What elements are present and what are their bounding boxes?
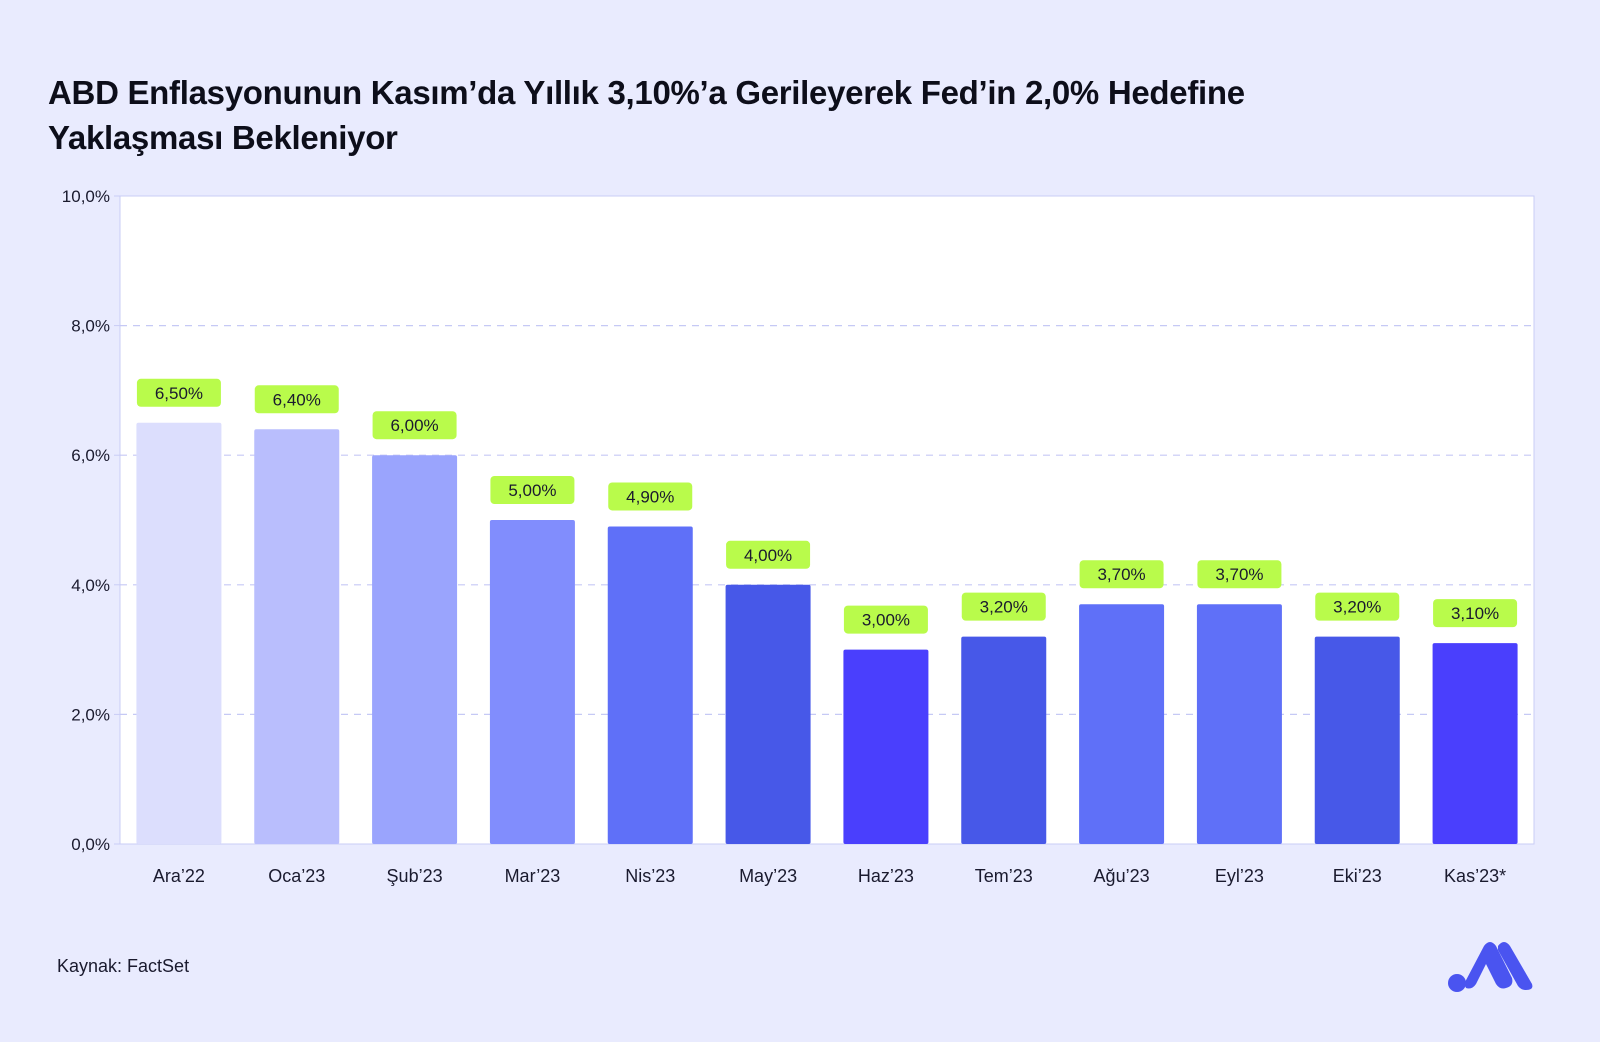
value-label: 3,20% [980,598,1028,617]
x-tick-label: Nis’23 [625,866,675,886]
value-label: 3,00% [862,611,910,630]
x-tick-label: Kas’23* [1444,866,1506,886]
x-tick-label: Şub’23 [387,866,443,886]
x-tick-label: Ara’22 [153,866,205,886]
value-label-badge [490,476,575,504]
page-title: ABD Enflasyonunun Kasım’da Yıllık 3,10%’… [48,70,1448,160]
y-tick-label: 8,0% [71,317,110,336]
x-tick-label: Eyl’23 [1215,866,1264,886]
bar [372,455,458,844]
value-label: 5,00% [508,481,556,500]
source-note: Kaynak: FactSet [57,956,190,976]
value-label-badge [1079,560,1164,589]
value-label-badge [136,378,221,407]
x-tick-label: May’23 [739,866,797,886]
bar [489,520,575,844]
x-tick-label: Oca’23 [268,866,325,886]
value-label: 3,70% [1097,565,1145,584]
bar [136,422,222,844]
bar [1432,643,1518,844]
title-line-1: ABD Enflasyonunun Kasım’da Yıllık 3,10%’… [48,74,1245,111]
x-tick-label: Tem’23 [975,866,1033,886]
x-tick-label: Mar’23 [505,866,561,886]
y-tick-label: 10,0% [62,187,110,206]
bar [725,584,811,844]
x-tick-label: Eki’23 [1333,866,1382,886]
bar [1314,636,1400,844]
value-label-badge [608,482,693,511]
value-label: 4,00% [744,546,792,565]
value-label-badge [843,605,928,634]
plot-area [119,195,1535,845]
value-label: 6,00% [390,416,438,435]
value-label-badge [254,385,339,414]
y-tick-label: 0,0% [71,835,110,854]
y-tick-label: 4,0% [71,576,110,595]
bar [607,526,693,844]
value-label-badge [1315,592,1400,621]
value-label-badge [1433,599,1518,628]
value-label: 3,20% [1333,598,1381,617]
bar [961,636,1047,844]
title-line-2: Yaklaşması Bekleniyor [48,119,398,156]
value-label-badge [1197,560,1282,589]
bar [254,429,340,844]
value-label-badge [726,540,811,569]
y-tick-label: 6,0% [71,446,110,465]
y-tick-label: 2,0% [71,705,110,724]
bar-chart: 0,0% 2,0% 4,0% 6,0% 8,0% 10,0% 6,50% Ara’22 6,40… [62,187,1535,886]
value-label: 3,10% [1451,604,1499,623]
value-label-badge [372,411,457,440]
value-label-badge [961,592,1046,621]
value-label: 6,40% [273,390,321,409]
bar [1196,604,1282,844]
bar [843,649,929,844]
brand-logo-icon [1448,942,1533,992]
bar [1079,604,1165,844]
value-label: 4,90% [626,487,674,506]
x-tick-label: Ağu’23 [1094,866,1150,886]
x-tick-label: Haz’23 [858,866,914,886]
value-label: 6,50% [155,384,203,403]
value-label: 3,70% [1215,565,1263,584]
